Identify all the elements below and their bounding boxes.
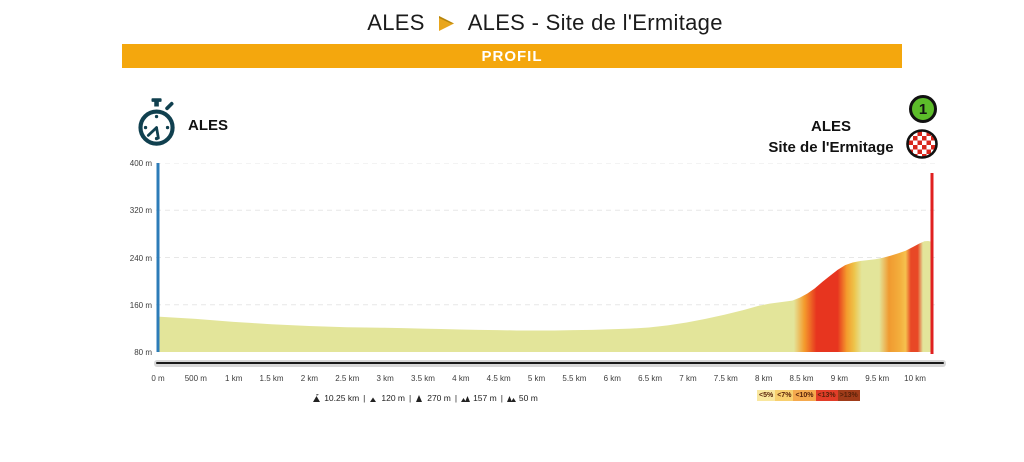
stat-value: 50 m: [518, 393, 538, 403]
stat-value: 120 m: [381, 393, 405, 403]
x-tick-label: 7.5 km: [713, 374, 738, 383]
stat-item: 10.25 km: [312, 393, 359, 403]
stat-item: 270 m: [415, 393, 451, 403]
x-axis-line: [156, 362, 944, 364]
stat-separator: |: [363, 393, 366, 403]
stopwatch-icon: [138, 98, 175, 146]
gradient-legend-segment: <10%: [793, 390, 816, 401]
gradient-legend-segment: >13%: [837, 390, 860, 401]
gradient-color-legend: <5% <7% <10% <13% >13%: [757, 390, 860, 401]
x-tick-label: 1 km: [225, 374, 243, 383]
y-tick-label: 240 m: [129, 253, 152, 263]
gradient-legend-segment: <5%: [757, 390, 776, 401]
stat-item: 157 m: [461, 393, 497, 403]
stat-separator: |: [500, 393, 503, 403]
category-badge-number: 1: [918, 100, 928, 118]
ascent-icon: [461, 395, 471, 402]
start-label: ALES: [188, 117, 229, 134]
elevation-profile-chart: [156, 163, 936, 354]
x-tick-label: 3 km: [376, 374, 394, 383]
y-tick-label: 320 m: [129, 206, 152, 216]
descent-icon: [506, 395, 516, 402]
finish-label-line2: Site de l'Ermitage: [768, 139, 894, 156]
stat-value: 157 m: [473, 393, 497, 403]
x-tick-label: 4 km: [452, 374, 470, 383]
x-tick-label: 5.5 km: [562, 374, 587, 383]
max-elevation-icon: [416, 394, 423, 402]
x-tick-label: 2 km: [300, 374, 319, 383]
x-tick-label: 3.5 km: [410, 374, 435, 383]
y-tick-label: 80 m: [134, 348, 152, 357]
category-1-badge-icon: 1: [909, 95, 937, 123]
x-tick-label: 8.5 km: [789, 374, 814, 383]
y-tick-label: 400 m: [129, 159, 152, 168]
gradient-legend-segment: <7%: [775, 390, 794, 401]
profil-banner: PROFIL: [122, 44, 902, 68]
stage-title: ALES ALES - Site de l'Ermitage: [33, 8, 1024, 38]
stage-title-finish: ALES - Site de l'Ermitage: [467, 10, 723, 35]
x-tick-label: 500 m: [184, 374, 207, 383]
play-arrow-icon: [438, 15, 454, 31]
x-tick-label: 9 km: [830, 374, 849, 383]
x-tick-label: 7 km: [679, 374, 697, 383]
stage-title-start: ALES: [367, 10, 425, 35]
stat-value: 270 m: [427, 393, 451, 403]
distance-icon: [313, 393, 321, 402]
stat-value: 10.25 km: [324, 393, 360, 403]
course-stats-legend: 10.25 km | 120 m | 270 m | 157 m | 50 m: [0, 391, 850, 405]
x-tick-label: 5 km: [527, 374, 546, 383]
profil-banner-label: PROFIL: [481, 47, 543, 65]
x-tick-label: 8 km: [754, 374, 773, 383]
x-tick-label: 10 km: [904, 374, 926, 383]
gradient-legend-segment: <13%: [815, 390, 838, 401]
stat-item: 120 m: [369, 393, 405, 403]
x-tick-label: 6.5 km: [638, 374, 663, 383]
stat-separator: |: [409, 393, 412, 403]
x-tick-label: 2.5 km: [335, 374, 360, 383]
stat-item: 50 m: [506, 393, 538, 403]
finish-label-line1: ALES: [810, 118, 851, 135]
x-tick-label: 4.5 km: [486, 374, 511, 383]
y-tick-label: 160 m: [129, 300, 152, 310]
finish-checkered-flag-icon: [906, 129, 938, 159]
x-tick-label: 6 km: [603, 374, 621, 383]
x-tick-label: 0 m: [151, 374, 165, 383]
finish-label: ALES Site de l'Ermitage: [731, 116, 931, 158]
elevation-area: [158, 240, 932, 352]
x-tick-label: 9.5 km: [865, 374, 890, 383]
x-axis: [154, 360, 946, 367]
min-elevation-icon: [370, 397, 377, 402]
x-tick-label: 1.5 km: [259, 374, 284, 383]
stat-separator: |: [454, 393, 458, 403]
